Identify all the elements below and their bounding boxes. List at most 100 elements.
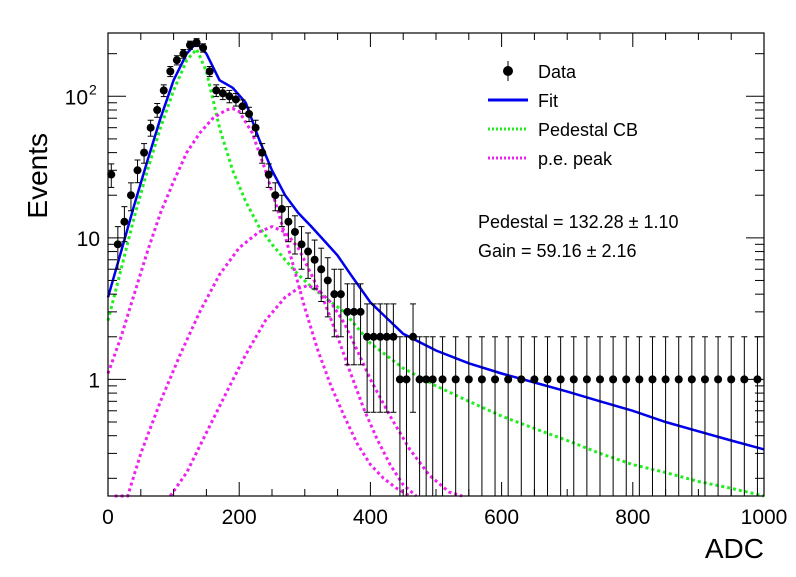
data-point (674, 336, 683, 497)
series-line-fit (106, 40, 765, 451)
data-point (543, 336, 552, 497)
y-axis-label: Events (22, 133, 53, 219)
data-point (140, 143, 149, 164)
series-line-p-e-peak-1 (106, 106, 411, 498)
x-axis: 0 200 400 600 800 1000 (102, 33, 787, 529)
data-point (350, 283, 358, 366)
data-point (635, 336, 644, 497)
annotations: Pedestal = 132.28 ± 1.10 Gain = 59.16 ± 2… (478, 212, 679, 261)
data-point (133, 159, 142, 184)
data-point (120, 206, 129, 243)
data-point (409, 303, 418, 413)
x-tick-label: 1000 (741, 506, 788, 529)
legend-item-data: Data (503, 61, 577, 82)
data-point (382, 303, 391, 413)
data-point (330, 268, 339, 338)
data-point (113, 226, 122, 270)
legend: Data Fit Pedestal CB p.e. peak (488, 61, 638, 169)
data-point (199, 43, 208, 53)
data-point (166, 66, 175, 78)
data-point (376, 303, 385, 413)
data-point (363, 303, 372, 413)
data-point (225, 89, 234, 104)
data-point (245, 106, 254, 123)
y-tick-label: 10 (65, 86, 88, 109)
data-point (582, 336, 591, 497)
data-point (395, 336, 404, 497)
data-point (212, 84, 221, 98)
data-point (753, 336, 762, 497)
series-line-pedestal-cb (106, 46, 765, 498)
data-point (661, 336, 670, 497)
data-point (687, 336, 696, 497)
data-point (389, 303, 398, 413)
x-tick-label: 800 (615, 506, 650, 529)
data-point (491, 336, 500, 497)
legend-label: Data (538, 62, 577, 82)
legend-label: Fit (538, 91, 558, 111)
y-tick-label: 10 (77, 228, 100, 251)
data-point (369, 303, 378, 413)
legend-label: p.e. peak (538, 149, 613, 169)
series-line-p-e-peak-2 (114, 224, 418, 498)
legend-item-p-e-peak: p.e. peak (488, 149, 613, 169)
data-point (231, 92, 240, 107)
data-point (238, 99, 247, 114)
data-point (428, 336, 437, 497)
data-point (304, 232, 313, 279)
data-point (218, 87, 227, 101)
y-tick-exponent: 2 (89, 81, 97, 97)
data-point (517, 336, 526, 497)
data-point (569, 336, 578, 497)
data-point (205, 66, 214, 78)
legend-marker (503, 66, 513, 76)
data-point (258, 143, 267, 164)
curves-layer (106, 40, 765, 498)
data-point (343, 283, 352, 366)
data-point (477, 336, 486, 497)
x-axis-label: ADC (705, 533, 764, 564)
data-point (356, 283, 365, 366)
data-point (186, 40, 194, 50)
series-line-p-e-peak-3 (169, 284, 463, 498)
data-point (310, 239, 319, 290)
data-point (271, 182, 280, 212)
data-point (107, 163, 116, 188)
data-point (422, 336, 431, 497)
data-point (438, 336, 447, 497)
data-point (297, 226, 306, 270)
data-point (317, 247, 326, 302)
data-point (402, 336, 411, 497)
data-point (290, 215, 299, 255)
legend-item-fit: Fit (488, 91, 558, 111)
data-point (323, 257, 332, 318)
data-point (284, 206, 293, 243)
data-point (714, 336, 723, 497)
legend-item-pedestal-cb: Pedestal CB (488, 120, 638, 140)
data-point (464, 336, 473, 497)
data-point (415, 336, 424, 497)
x-tick-label: 600 (484, 506, 519, 529)
data-point (556, 336, 565, 497)
data-point (159, 84, 168, 98)
data-point (146, 119, 155, 137)
data-point (179, 48, 188, 59)
x-tick-label: 200 (222, 506, 257, 529)
data-point (451, 336, 460, 497)
data-point (153, 102, 162, 118)
data-point (596, 336, 604, 497)
y-tick-label: 1 (88, 369, 100, 392)
data-point (264, 163, 273, 188)
data-point (727, 336, 736, 497)
legend-label: Pedestal CB (538, 120, 638, 140)
data-point (740, 336, 749, 497)
annotation-text: Pedestal = 132.28 ± 1.10 (478, 212, 679, 232)
x-tick-label: 400 (353, 506, 388, 529)
data-point (192, 38, 201, 48)
x-tick-label: 0 (102, 506, 114, 529)
data-point (336, 268, 345, 338)
data-point (609, 336, 618, 497)
